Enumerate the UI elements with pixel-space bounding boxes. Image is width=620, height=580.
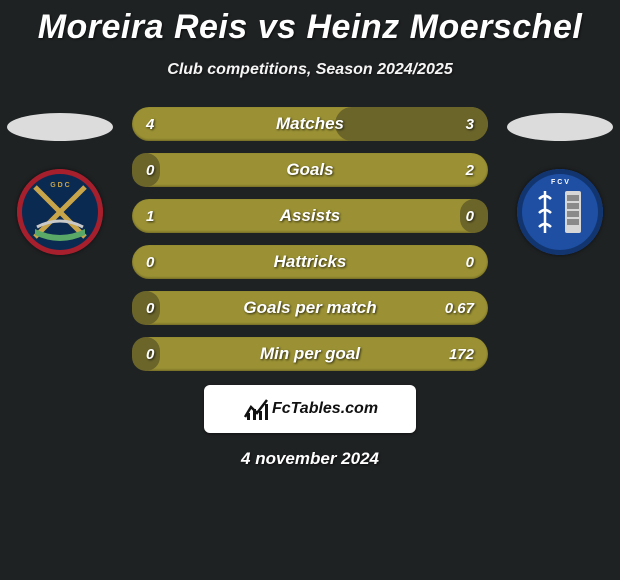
stat-bars: 4Matches30Goals21Assists00Hattricks00Goa… xyxy=(120,107,500,383)
stat-row: 0Goals2 xyxy=(132,153,488,187)
stat-row: 0Min per goal172 xyxy=(132,337,488,371)
stat-value-right: 2 xyxy=(466,162,474,179)
subtitle: Club competitions, Season 2024/2025 xyxy=(0,61,620,79)
club-crest-right: F C V xyxy=(517,169,603,255)
stat-value-right: 0 xyxy=(466,208,474,225)
club-crest-left: G D C xyxy=(17,169,103,255)
stat-row: 1Assists0 xyxy=(132,199,488,233)
stat-row: 4Matches3 xyxy=(132,107,488,141)
stat-label: Matches xyxy=(132,114,488,134)
stat-value-right: 0 xyxy=(466,254,474,271)
player-right-side: F C V xyxy=(500,107,620,255)
svg-text:F C V: F C V xyxy=(551,179,569,186)
comparison-panel: G D C 4Matches30Goals21Assists00Hattrick… xyxy=(0,107,620,383)
player-left-photo-placeholder xyxy=(7,113,113,141)
brand-text: FcTables.com xyxy=(272,400,378,418)
date-label: 4 november 2024 xyxy=(0,449,620,469)
stat-row: 0Hattricks0 xyxy=(132,245,488,279)
stat-value-right: 0.67 xyxy=(445,300,474,317)
player-right-photo-placeholder xyxy=(507,113,613,141)
stat-row: 0Goals per match0.67 xyxy=(132,291,488,325)
chart-icon xyxy=(242,395,270,423)
brand-badge: FcTables.com xyxy=(204,385,416,433)
stat-label: Goals xyxy=(132,160,488,180)
page-title: Moreira Reis vs Heinz Moerschel xyxy=(0,0,620,47)
player-left-side: G D C xyxy=(0,107,120,255)
stat-label: Min per goal xyxy=(132,344,488,364)
svg-text:G D C: G D C xyxy=(50,182,69,189)
stat-label: Goals per match xyxy=(132,298,488,318)
stat-value-right: 3 xyxy=(466,116,474,133)
stat-label: Assists xyxy=(132,206,488,226)
stat-value-right: 172 xyxy=(449,346,474,363)
stat-label: Hattricks xyxy=(132,252,488,272)
